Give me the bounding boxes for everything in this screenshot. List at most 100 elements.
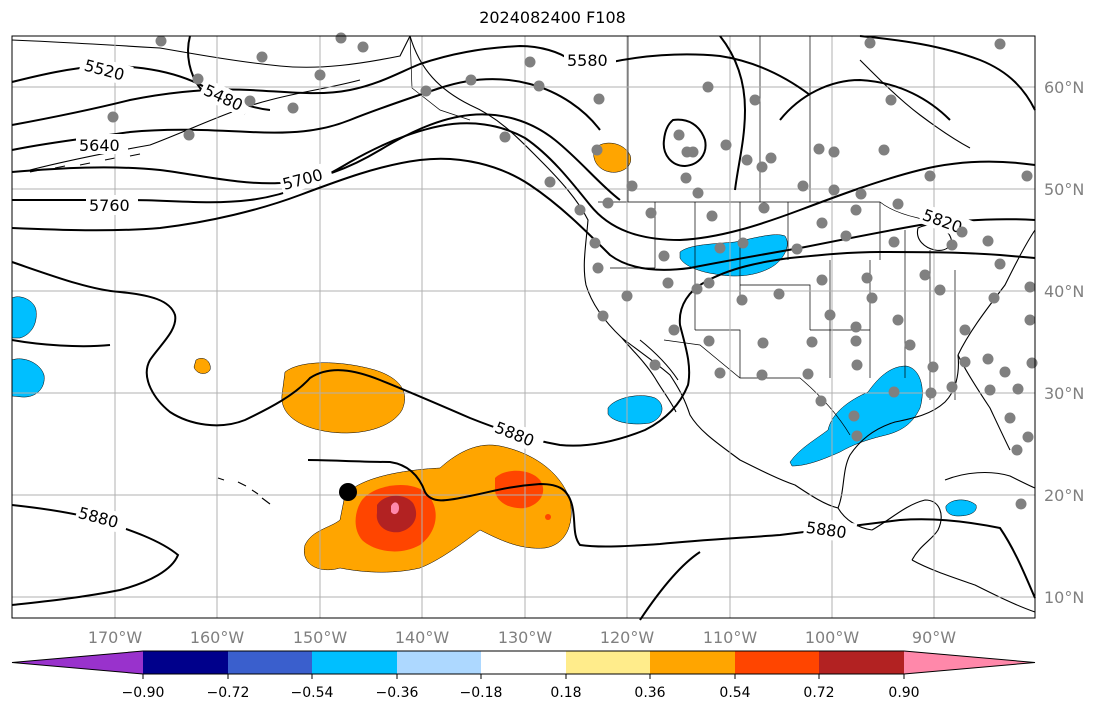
station-dot: [934, 284, 946, 296]
station-dot: [815, 395, 827, 407]
contour-5640: [11, 78, 601, 151]
contour-5880-east-loop: [639, 551, 701, 621]
station-dot: [649, 359, 661, 371]
station-dot: [802, 368, 814, 380]
contour-5880-south: [11, 504, 180, 606]
colorbar-segment: [566, 651, 650, 674]
station-dot: [691, 283, 703, 295]
station-dot: [1011, 444, 1023, 456]
positive-054-dot: [545, 514, 551, 520]
station-dot: [1021, 170, 1033, 182]
contour-label: 5580: [567, 51, 608, 70]
station-dot: [737, 237, 749, 249]
cuba: [944, 472, 1036, 489]
state-lines: [610, 202, 956, 400]
station-dot: [244, 95, 256, 107]
contour-5640-north: [779, 78, 951, 121]
station-dot: [533, 80, 545, 92]
station-dot: [816, 217, 828, 229]
station-dot: [840, 230, 852, 242]
anomaly-shading: [11, 142, 977, 573]
station-dot: [892, 314, 904, 326]
station-markers: [107, 32, 1038, 510]
latitude-label: 30°N: [1044, 384, 1084, 403]
station-dot: [192, 73, 204, 85]
positive-area-canada: [593, 142, 632, 173]
station-dot: [757, 337, 769, 349]
station-dot: [848, 410, 860, 422]
map-frame: [11, 35, 1036, 619]
station-dot: [335, 32, 347, 44]
station-dot: [749, 94, 761, 106]
station-dot: [956, 226, 968, 238]
station-dot: [668, 324, 680, 336]
station-dot: [703, 277, 715, 289]
negative-area-offshore-mexico: [607, 395, 663, 425]
contour-5820: [11, 157, 1036, 271]
contour-5880-storm: [11, 339, 1036, 599]
station-dot: [919, 269, 931, 281]
station-dot: [602, 197, 614, 209]
longitude-label: 130°W: [498, 628, 553, 647]
station-dot: [816, 274, 828, 286]
station-dot: [589, 237, 601, 249]
contour-label: 5640: [79, 136, 120, 155]
colorbar-tick-label: 0.18: [550, 685, 581, 701]
colorbar-segment: [819, 651, 904, 674]
station-dot: [645, 207, 657, 219]
station-dot: [692, 187, 704, 199]
colorbar-segment: [12, 651, 143, 674]
station-dot: [806, 336, 818, 348]
colorbar-segment: [228, 651, 312, 674]
yucatan: [871, 499, 942, 561]
contour-5820-north: [859, 35, 1036, 111]
station-dot: [885, 94, 897, 106]
station-dot: [927, 361, 939, 373]
station-dot: [256, 51, 268, 63]
contour-5760-north: [719, 35, 747, 191]
station-dot: [680, 172, 692, 184]
contour-5880-west: [11, 250, 1036, 447]
station-dot: [984, 384, 996, 396]
station-dot: [878, 144, 890, 156]
station-dot: [758, 202, 770, 214]
hudson-bay: [859, 59, 971, 149]
station-dot: [924, 170, 936, 182]
latitude-label: 20°N: [1044, 486, 1084, 505]
station-dot: [892, 198, 904, 210]
colorbar-tick-label: 0.72: [803, 685, 834, 701]
alaska-peninsula: [29, 79, 361, 171]
alaska-coast: [11, 35, 411, 68]
negative-area-west-edge-1: [11, 296, 37, 339]
colorbar-segment: [735, 651, 819, 674]
longitude-label: 110°W: [703, 628, 758, 647]
station-dot: [959, 356, 971, 368]
station-dot: [850, 335, 862, 347]
station-dot: [851, 430, 863, 442]
station-dot: [658, 250, 670, 262]
station-dot: [959, 324, 971, 336]
latitude-labels: 60°N 50°N 40°N 30°N 20°N 10°N: [1044, 78, 1084, 607]
station-dot: [155, 35, 167, 47]
station-dot: [1015, 498, 1027, 510]
station-dot: [851, 359, 863, 371]
florida: [957, 354, 1011, 451]
station-dot: [765, 152, 777, 164]
station-dot: [1024, 281, 1036, 293]
station-dot: [904, 339, 916, 351]
station-dot: [925, 387, 937, 399]
colorbar: −0.90 −0.72 −0.54 −0.36 −0.18 0.18 0.36 0.54 0.7…: [11, 650, 1036, 701]
station-dot: [465, 74, 477, 86]
station-dot: [1022, 431, 1034, 443]
graticule: [12, 36, 1035, 618]
latitude-label: 40°N: [1044, 282, 1084, 301]
longitude-label: 170°W: [88, 628, 143, 647]
station-dot: [597, 310, 609, 322]
contour-5760: [12, 122, 1036, 242]
colorbar-segment: [397, 651, 481, 674]
contour-5580: [11, 44, 571, 126]
station-dot: [828, 184, 840, 196]
alaska-canada-border: [409, 35, 471, 121]
station-dot: [866, 292, 878, 304]
